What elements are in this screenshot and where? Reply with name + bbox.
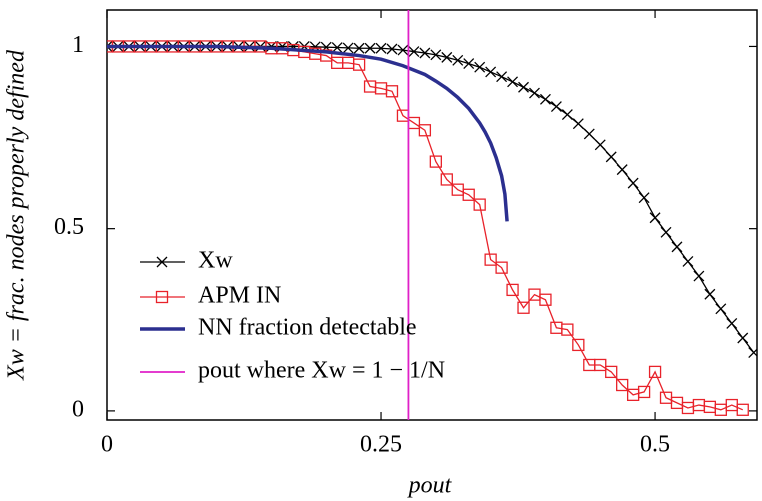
square-marker <box>418 124 432 137</box>
x-marker <box>594 139 606 151</box>
square-marker <box>736 403 749 416</box>
square-marker <box>484 253 497 266</box>
x-marker <box>375 42 387 54</box>
x-marker <box>452 54 464 66</box>
square-marker <box>572 338 585 352</box>
square-marker <box>506 283 519 297</box>
x-marker <box>671 241 683 253</box>
x-marker <box>627 177 639 189</box>
x-marker <box>726 317 738 329</box>
square-marker <box>440 173 453 186</box>
y-tick-label: 0.5 <box>54 214 84 240</box>
square-marker <box>517 301 530 314</box>
x-marker <box>715 303 727 315</box>
x-marker <box>342 42 354 54</box>
square-marker <box>637 385 651 399</box>
x-marker <box>408 46 420 58</box>
square-marker <box>385 85 399 98</box>
x-marker <box>419 47 431 59</box>
x-tick-label: 0.25 <box>360 432 402 458</box>
x-marker <box>386 43 398 55</box>
square-marker <box>462 188 475 201</box>
legend-label: APM IN <box>198 283 281 309</box>
x-marker <box>737 332 749 344</box>
square-marker <box>605 365 618 379</box>
square-marker <box>429 155 442 168</box>
x-marker <box>605 151 617 163</box>
x-marker <box>616 164 628 176</box>
y-tick-label: 1 <box>72 32 84 58</box>
x-marker <box>550 101 562 113</box>
x-marker <box>561 109 573 121</box>
square-marker <box>648 365 662 379</box>
x-marker <box>441 51 453 63</box>
x-marker <box>331 42 343 53</box>
legend-label: Xw <box>198 248 233 274</box>
x-marker <box>518 81 529 93</box>
x-marker <box>572 118 584 130</box>
x-marker <box>649 212 661 224</box>
x-marker <box>364 42 376 54</box>
y-tick-label: 0 <box>72 396 84 422</box>
x-marker <box>485 66 497 78</box>
x-tick-label: 0.5 <box>640 432 670 458</box>
series-line <box>107 45 744 411</box>
square-marker <box>594 358 607 372</box>
x-marker <box>353 42 365 54</box>
x-marker <box>463 58 475 70</box>
x-tick-label: 0 <box>101 432 113 458</box>
square-marker <box>561 323 574 336</box>
x-marker <box>529 87 540 99</box>
plot-frame <box>106 9 758 421</box>
square-marker <box>352 58 366 71</box>
square-marker <box>616 378 629 392</box>
x-marker <box>682 256 694 267</box>
plot-area <box>107 10 757 420</box>
x-marker <box>693 270 705 282</box>
legend-label: NN fraction detectable <box>198 315 417 341</box>
x-marker <box>430 49 442 61</box>
square-marker <box>495 261 508 274</box>
x-marker <box>583 128 595 140</box>
legend-marker <box>155 290 169 304</box>
legend-marker <box>156 256 168 268</box>
y-axis-label: Xw = frac. nodes properly defined <box>4 49 30 381</box>
x-marker <box>660 226 672 238</box>
x-marker <box>107 40 113 52</box>
square-marker <box>539 293 552 306</box>
x-marker <box>638 192 650 204</box>
x-marker <box>397 44 409 56</box>
x-marker <box>474 61 486 73</box>
series-line <box>107 44 509 222</box>
x-axis-label: pout <box>407 473 453 499</box>
x-marker <box>748 347 757 359</box>
x-marker <box>539 93 551 105</box>
square-marker <box>473 198 486 211</box>
square-marker <box>320 49 333 62</box>
x-marker <box>704 288 716 300</box>
x-marker <box>507 76 519 88</box>
legend-label: pout where Xw = 1 − 1/N <box>198 358 445 384</box>
x-marker <box>496 71 508 83</box>
